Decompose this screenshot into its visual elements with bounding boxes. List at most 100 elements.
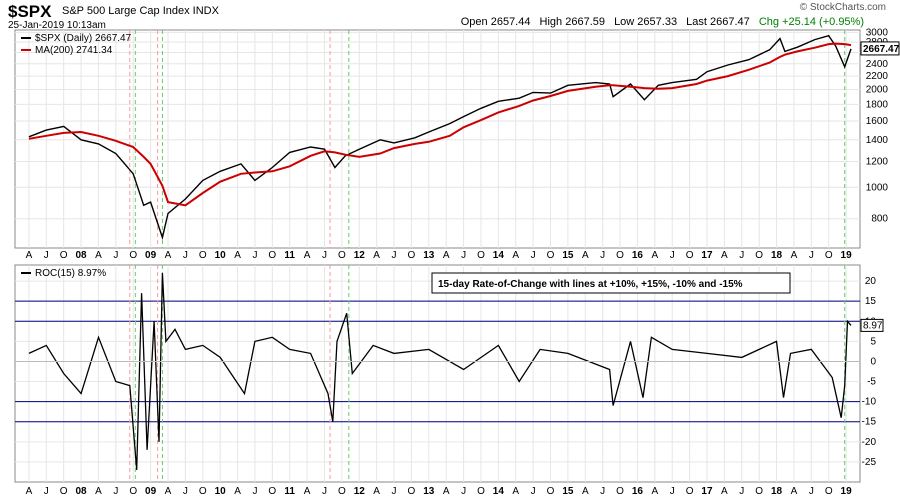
x-tick-label-top: J	[44, 250, 49, 261]
price-last-value-tag	[860, 41, 900, 56]
symbol-title: $SPX	[8, 2, 52, 21]
x-tick-label-bottom: A	[582, 486, 589, 497]
credit-label: © StockCharts.com	[799, 2, 886, 13]
x-tick-label-bottom: 12	[354, 486, 366, 497]
change-value: Chg +25.14 (+0.95%)	[758, 16, 864, 28]
x-tick-label-top: A	[95, 250, 102, 261]
security-name: S&P 500 Large Cap Index INDX	[62, 5, 219, 17]
x-tick-label-bottom: J	[392, 486, 397, 497]
x-tick-label-bottom: A	[512, 486, 519, 497]
x-tick-label-bottom: O	[60, 486, 68, 497]
price-y-tick-label: 1600	[866, 116, 889, 127]
x-tick-label-top: 09	[145, 250, 157, 261]
roc-y-tick-label: 0	[870, 356, 876, 367]
price-y-tick-label: 1800	[866, 99, 889, 110]
roc-y-tick-label: 15	[865, 296, 877, 307]
ma200-line	[28, 42, 852, 207]
x-tick-label-top: J	[183, 250, 188, 261]
x-tick-label-top: J	[739, 250, 744, 261]
x-tick-label-bottom: J	[44, 486, 49, 497]
x-tick-label-top: J	[531, 250, 536, 261]
x-tick-label-bottom: 17	[701, 486, 713, 497]
roc-y-tick-label: -15	[862, 417, 877, 428]
roc-y-tick-label: -5	[867, 377, 876, 388]
x-tick-label-top: O	[408, 250, 416, 261]
x-tick-label-top: O	[755, 250, 763, 261]
x-tick-label-bottom: O	[268, 486, 276, 497]
x-tick-label-top: A	[791, 250, 798, 261]
x-tick-label-bottom: 11	[284, 486, 295, 497]
roc-y-tick-label: 20	[865, 276, 877, 287]
x-tick-label-bottom: J	[670, 486, 675, 497]
x-tick-label-top: O	[825, 250, 833, 261]
x-tick-label-top: A	[443, 250, 450, 261]
x-tick-label-top: J	[461, 250, 466, 261]
annotation-text: 15-day Rate-of-Change with lines at +10%…	[438, 279, 743, 290]
x-tick-label-top: 13	[423, 250, 435, 261]
x-tick-label-top: 17	[701, 250, 713, 261]
x-tick-label-top: 11	[284, 250, 295, 261]
x-tick-label-bottom: J	[461, 486, 466, 497]
x-tick-label-bottom: 18	[771, 486, 783, 497]
x-tick-label-bottom: 10	[215, 486, 227, 497]
x-tick-label-top: A	[165, 250, 172, 261]
x-tick-label-top: 15	[562, 250, 574, 261]
x-tick-label-top: O	[477, 250, 485, 261]
annotation-box	[431, 272, 791, 294]
x-tick-label-bottom: J	[252, 486, 257, 497]
x-tick-label-top: 19	[841, 250, 853, 261]
x-tick-label-bottom: 09	[145, 486, 157, 497]
roc-last-value-label: 8.97	[863, 320, 883, 331]
x-tick-label-bottom: O	[199, 486, 207, 497]
roc-line	[28, 272, 852, 470]
x-tick-label-bottom: A	[373, 486, 380, 497]
x-tick-label-bottom: A	[721, 486, 728, 497]
x-tick-label-top: O	[268, 250, 276, 261]
x-tick-label-bottom: O	[825, 486, 833, 497]
price-y-tick-label: 800	[871, 214, 888, 225]
x-tick-label-bottom: A	[304, 486, 311, 497]
x-tick-label-bottom: J	[739, 486, 744, 497]
x-tick-label-bottom: J	[183, 486, 188, 497]
x-tick-label-top: 12	[354, 250, 366, 261]
x-tick-label-top: O	[129, 250, 137, 261]
x-tick-label-bottom: J	[809, 486, 814, 497]
x-tick-label-top: 16	[632, 250, 644, 261]
x-tick-label-bottom: O	[129, 486, 137, 497]
x-tick-label-bottom: J	[322, 486, 327, 497]
open-value: Open 2657.44	[460, 16, 531, 28]
x-tick-label-bottom: A	[791, 486, 798, 497]
x-tick-label-top: A	[304, 250, 311, 261]
price-y-tick-label: 1000	[866, 182, 889, 193]
x-tick-label-top: J	[113, 250, 118, 261]
x-tick-label-top: O	[686, 250, 694, 261]
x-tick-label-bottom: A	[165, 486, 172, 497]
x-tick-label-top: J	[392, 250, 397, 261]
x-tick-label-bottom: A	[234, 486, 241, 497]
x-tick-label-bottom: O	[408, 486, 416, 497]
roc-last-value-tag	[860, 318, 884, 332]
x-tick-label-bottom: A	[95, 486, 102, 497]
x-tick-label-top: A	[512, 250, 519, 261]
x-tick-label-top: A	[26, 250, 33, 261]
roc-y-tick-label: -25	[862, 457, 877, 468]
x-tick-label-top: J	[322, 250, 327, 261]
x-tick-label-bottom: J	[113, 486, 118, 497]
price-y-tick-label: 2200	[866, 71, 889, 82]
x-tick-label-top: O	[338, 250, 346, 261]
x-tick-label-bottom: 13	[423, 486, 435, 497]
price-y-tick-label: 1200	[866, 157, 889, 168]
price-y-tick-label: 1400	[866, 135, 889, 146]
x-tick-label-top: O	[199, 250, 207, 261]
price-y-tick-label: 2000	[866, 85, 889, 96]
high-value: High 2667.59	[539, 16, 605, 28]
x-tick-label-bottom: 15	[562, 486, 574, 497]
x-tick-label-top: 14	[493, 250, 505, 261]
legend-label-roc: ROC(15) 8.97%	[35, 268, 106, 279]
x-tick-label-bottom: 14	[493, 486, 505, 497]
x-tick-label-top: J	[809, 250, 814, 261]
x-tick-label-top: J	[670, 250, 675, 261]
x-tick-label-bottom: 16	[632, 486, 644, 497]
roc-y-tick-label: -20	[862, 437, 877, 448]
x-tick-label-bottom: A	[443, 486, 450, 497]
